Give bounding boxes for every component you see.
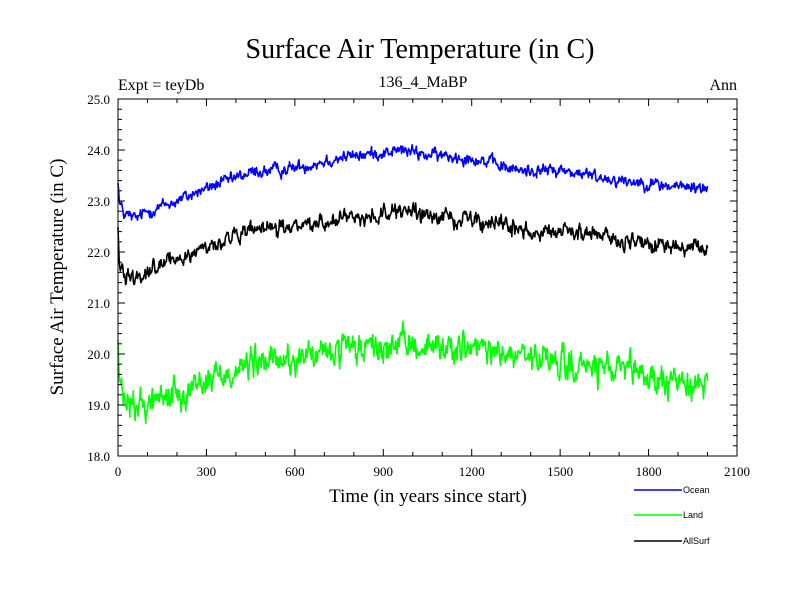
x-tick-label: 1500 xyxy=(547,464,573,479)
x-axis-label: Time (in years since start) xyxy=(329,486,527,507)
experiment-label: Expt = teyDb xyxy=(118,77,204,94)
legend: Ocean Land AllSurf xyxy=(634,485,710,546)
x-tick-label: 2100 xyxy=(724,464,750,479)
chart-title: Surface Air Temperature (in C) xyxy=(246,34,595,65)
x-tick-label: 900 xyxy=(374,464,394,479)
y-tick-label: 25.0 xyxy=(87,92,110,107)
period-label: 136_4_MaBP xyxy=(379,74,468,91)
series-line-ocean xyxy=(117,144,709,221)
y-tick-label: 19.0 xyxy=(87,398,110,413)
legend-label-land: Land xyxy=(683,510,703,520)
x-tick-label: 600 xyxy=(285,464,305,479)
x-tick-label: 1800 xyxy=(636,464,662,479)
y-tick-label: 24.0 xyxy=(87,143,110,158)
y-axis-label: Surface Air Temperature (in C) xyxy=(47,159,68,396)
y-axis: 18.0 19.0 20.0 21.0 22.0 23.0 24.0 25.0 xyxy=(87,92,737,464)
legend-label-allsurf: AllSurf xyxy=(683,536,710,546)
x-axis: 0 300 600 900 1200 1500 1800 2100 xyxy=(115,99,750,479)
season-label: Ann xyxy=(709,77,737,94)
x-tick-label: 300 xyxy=(197,464,217,479)
y-tick-label: 23.0 xyxy=(87,194,110,209)
x-tick-label: 0 xyxy=(115,464,122,479)
y-tick-label: 21.0 xyxy=(87,296,110,311)
series-line-land xyxy=(117,320,709,425)
plot-frame xyxy=(117,98,738,457)
legend-label-ocean: Ocean xyxy=(683,485,710,495)
x-tick-label: 1200 xyxy=(459,464,485,479)
y-tick-label: 20.0 xyxy=(87,347,110,362)
series-line-allsurf xyxy=(117,201,709,286)
y-tick-label: 22.0 xyxy=(87,245,110,260)
y-tick-label: 18.0 xyxy=(87,449,110,464)
series-layer xyxy=(117,144,709,425)
